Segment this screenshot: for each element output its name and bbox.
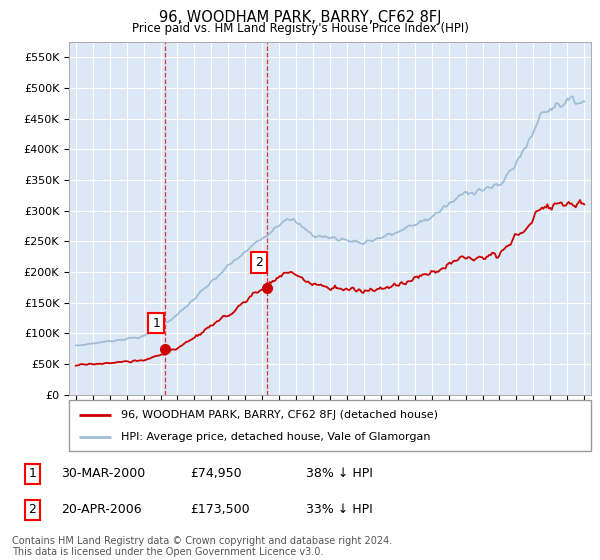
Text: 96, WOODHAM PARK, BARRY, CF62 8FJ: 96, WOODHAM PARK, BARRY, CF62 8FJ [159,10,441,25]
Text: 30-MAR-2000: 30-MAR-2000 [61,468,145,480]
Text: 2: 2 [255,256,263,269]
Text: 38% ↓ HPI: 38% ↓ HPI [306,468,373,480]
Text: 1: 1 [28,468,36,480]
Text: £74,950: £74,950 [191,468,242,480]
Text: £173,500: £173,500 [191,503,250,516]
Text: 96, WOODHAM PARK, BARRY, CF62 8FJ (detached house): 96, WOODHAM PARK, BARRY, CF62 8FJ (detac… [121,409,438,419]
Text: 20-APR-2006: 20-APR-2006 [61,503,142,516]
Text: Price paid vs. HM Land Registry's House Price Index (HPI): Price paid vs. HM Land Registry's House … [131,22,469,35]
Text: 1: 1 [152,316,160,329]
Text: 2: 2 [28,503,36,516]
Text: Contains HM Land Registry data © Crown copyright and database right 2024.
This d: Contains HM Land Registry data © Crown c… [12,535,392,557]
Text: HPI: Average price, detached house, Vale of Glamorgan: HPI: Average price, detached house, Vale… [121,432,431,442]
FancyBboxPatch shape [69,400,591,451]
Text: 33% ↓ HPI: 33% ↓ HPI [306,503,373,516]
